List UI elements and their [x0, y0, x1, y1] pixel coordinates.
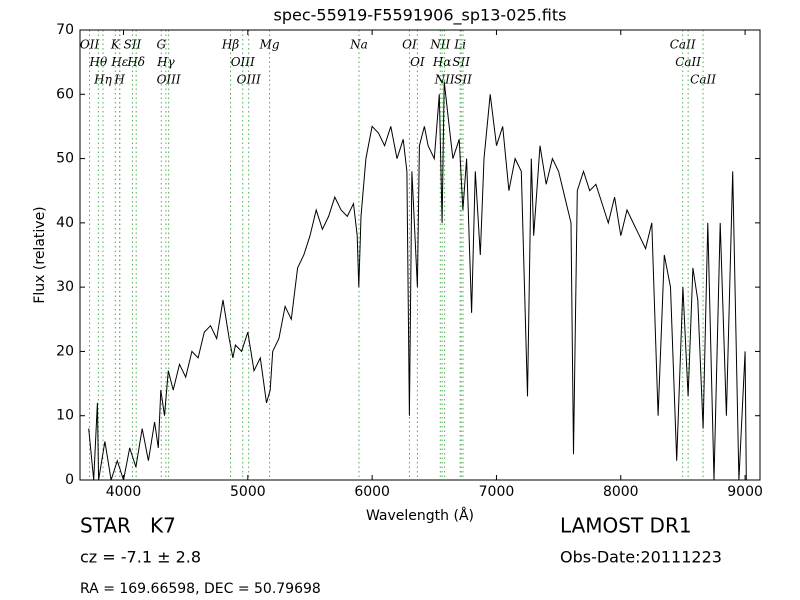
spectral-line-label: OIII	[237, 73, 261, 87]
object-class: STAR K7	[80, 514, 176, 538]
spectral-line-label: Hδ	[126, 55, 145, 69]
spectral-line-label: SII	[454, 73, 472, 87]
chart-title: spec-55919-F5591906_sp13-025.fits	[274, 6, 567, 26]
spectral-line-label: Hβ	[221, 38, 239, 52]
survey: LAMOST DR1	[560, 514, 692, 538]
spectral-line-label: Li	[453, 38, 466, 52]
y-tick-label: 70	[56, 22, 74, 38]
x-tick-label: 7000	[479, 484, 515, 500]
spectral-line-label: K	[110, 38, 121, 52]
coordinates: RA = 169.66598, DEC = 50.79698	[80, 581, 321, 597]
spectral-line-label: NII	[434, 73, 455, 87]
obs-date: Obs-Date:20111223	[560, 548, 722, 567]
spectral-line-label: CaII	[690, 73, 716, 87]
y-tick-label: 50	[56, 151, 74, 167]
spectral-line-label: OI	[402, 38, 417, 52]
x-tick-label: 4000	[106, 484, 142, 500]
spectral-line-label: G	[157, 38, 167, 52]
spectral-line-label: SII	[124, 38, 142, 52]
spectral-line-label: OII	[80, 38, 100, 52]
spectral-line-label: CaII	[670, 38, 696, 52]
y-tick-label: 30	[56, 279, 74, 295]
plot-frame	[79, 29, 761, 481]
y-axis-label: Flux (relative)	[32, 206, 48, 303]
spectral-line-label: Na	[349, 38, 368, 52]
spectral-line-label: OI	[410, 55, 425, 69]
spectral-line-label: Hη	[93, 73, 112, 87]
spectrum-line	[88, 81, 747, 481]
spectral-line-label: Hγ	[156, 55, 175, 69]
spectral-line-label: SII	[452, 55, 470, 69]
spectral-line-label: CaII	[675, 55, 701, 69]
y-tick-label: 60	[56, 86, 74, 102]
x-tick-label: 9000	[727, 484, 763, 500]
x-tick-label: 6000	[354, 484, 390, 500]
y-tick-label: 20	[56, 343, 74, 359]
y-tick-label: 10	[56, 408, 74, 424]
x-tick-label: 5000	[230, 484, 266, 500]
spectral-line-label: OIII	[157, 73, 181, 87]
redshift: cz = -7.1 ± 2.8	[80, 548, 201, 567]
spectral-line-label: OIII	[231, 55, 255, 69]
spectral-line-label: NII	[429, 38, 450, 52]
spectral-line-label: Mg	[259, 38, 280, 52]
y-tick-label: 40	[56, 215, 74, 231]
x-tick-label: 8000	[603, 484, 639, 500]
spectral-line-label: Hθ	[89, 55, 108, 69]
y-tick-label: 0	[65, 472, 74, 488]
x-axis-label: Wavelength (Å)	[366, 507, 474, 524]
spectral-line-label: H	[113, 73, 125, 87]
spectral-line-label: Hα	[432, 55, 452, 69]
